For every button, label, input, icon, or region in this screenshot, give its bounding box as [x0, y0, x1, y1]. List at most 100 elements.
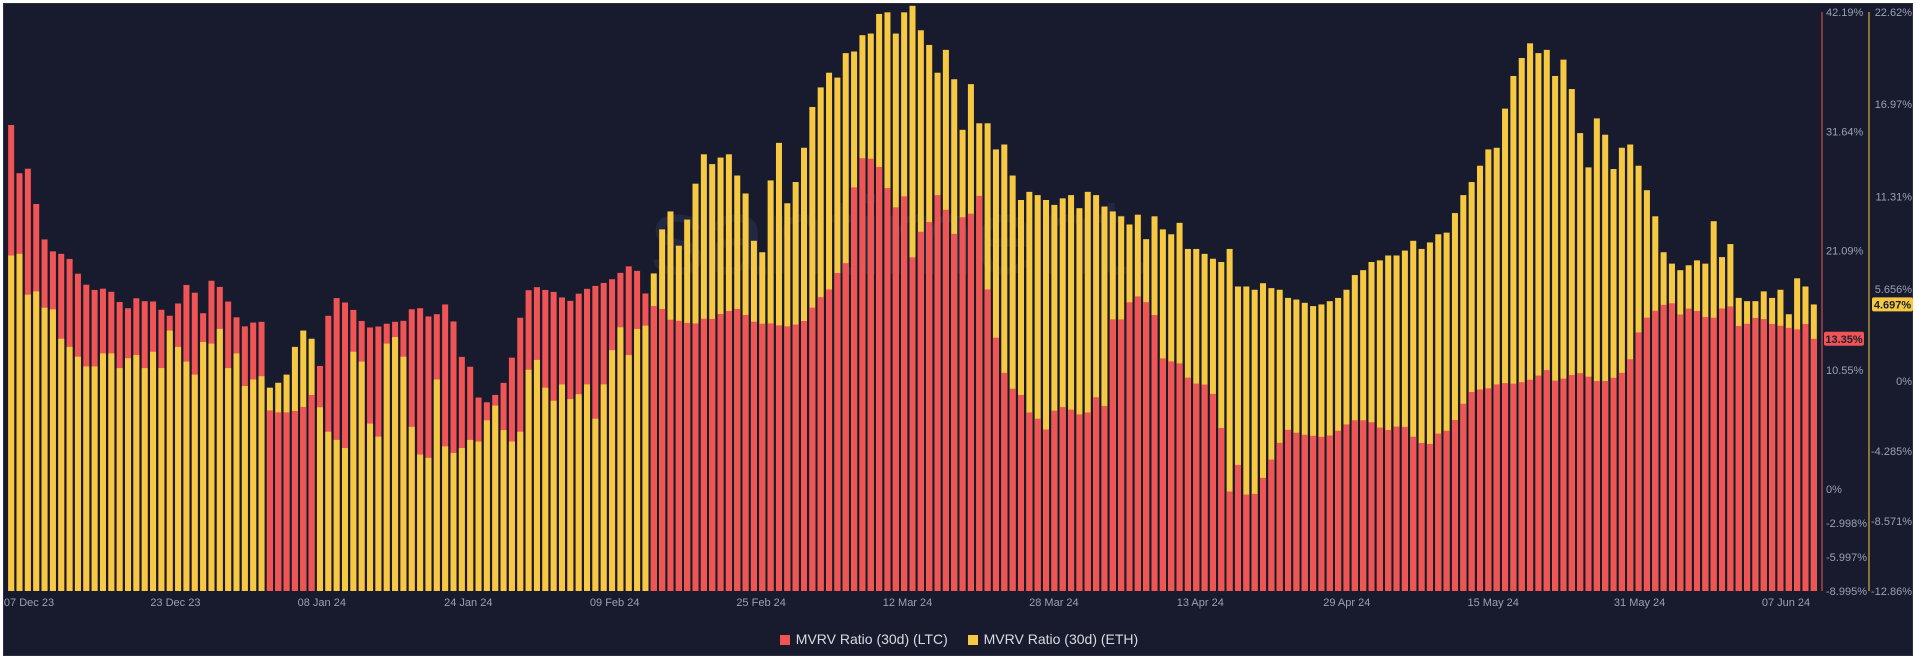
bar-ltc[interactable] [1218, 428, 1225, 591]
bar-ltc[interactable] [1184, 377, 1191, 591]
bar-eth[interactable] [1451, 213, 1458, 592]
bar-eth[interactable] [325, 431, 332, 591]
bar-eth[interactable] [41, 307, 48, 591]
bar-eth[interactable] [200, 341, 207, 591]
bar-eth[interactable] [1535, 53, 1542, 592]
bar-eth[interactable] [592, 418, 599, 591]
bar-ltc[interactable] [842, 263, 849, 591]
bar-ltc[interactable] [1735, 325, 1742, 591]
bar-ltc[interactable] [1560, 378, 1567, 591]
bar-ltc[interactable] [1610, 377, 1617, 591]
bar-eth[interactable] [341, 448, 348, 591]
bar-ltc[interactable] [1376, 427, 1383, 591]
bar-eth[interactable] [333, 439, 340, 591]
bar-eth[interactable] [1510, 75, 1517, 592]
bar-eth[interactable] [1593, 118, 1600, 592]
bar-ltc[interactable] [1293, 432, 1300, 591]
bar-eth[interactable] [625, 355, 632, 591]
bar-ltc[interactable] [1226, 491, 1233, 591]
bar-eth[interactable] [99, 353, 106, 591]
bar-eth[interactable] [600, 384, 607, 591]
bar-eth[interactable] [158, 368, 165, 591]
bar-ltc[interactable] [308, 394, 315, 591]
bar-eth[interactable] [1543, 49, 1550, 592]
bar-eth[interactable] [116, 368, 123, 591]
bar-ltc[interactable] [725, 311, 732, 591]
bar-ltc[interactable] [1727, 306, 1734, 591]
bar-ltc[interactable] [1318, 436, 1325, 591]
bar-eth[interactable] [233, 353, 240, 591]
bar-eth[interactable] [58, 338, 65, 591]
bar-eth[interactable] [567, 399, 574, 591]
bar-ltc[interactable] [826, 289, 833, 591]
bar-ltc[interactable] [767, 323, 774, 591]
bar-ltc[interactable] [300, 406, 307, 591]
bar-eth[interactable] [166, 330, 173, 591]
bar-eth[interactable] [642, 325, 649, 591]
bar-eth[interactable] [24, 294, 31, 591]
bar-ltc[interactable] [976, 195, 983, 591]
bar-eth[interactable] [517, 431, 524, 591]
bar-ltc[interactable] [1385, 429, 1392, 591]
bar-ltc[interactable] [1168, 361, 1175, 591]
bar-eth[interactable] [575, 394, 582, 591]
bar-ltc[interactable] [684, 322, 691, 591]
bar-eth[interactable] [525, 369, 532, 591]
bar-eth[interactable] [1026, 191, 1033, 591]
bar-ltc[interactable] [1410, 436, 1417, 591]
bar-ltc[interactable] [1260, 477, 1267, 591]
bar-ltc[interactable] [1251, 493, 1258, 591]
bar-ltc[interactable] [1326, 435, 1333, 591]
bar-eth[interactable] [1477, 165, 1484, 592]
bar-ltc[interactable] [1343, 424, 1350, 591]
bar-ltc[interactable] [1301, 434, 1308, 591]
bar-eth[interactable] [1426, 242, 1433, 591]
bar-eth[interactable] [609, 350, 616, 591]
bar-ltc[interactable] [1643, 317, 1650, 591]
bar-eth[interactable] [1485, 149, 1492, 591]
bar-ltc[interactable] [1234, 464, 1241, 591]
legend-item-eth[interactable]: MVRV Ratio (30d) (ETH) [967, 631, 1138, 647]
bar-eth[interactable] [433, 379, 440, 591]
bar-eth[interactable] [1468, 182, 1475, 592]
bar-ltc[interactable] [817, 297, 824, 591]
bar-ltc[interactable] [1076, 414, 1083, 591]
bar-ltc[interactable] [650, 306, 657, 591]
bar-ltc[interactable] [1810, 338, 1817, 591]
bar-ltc[interactable] [917, 231, 924, 591]
bar-ltc[interactable] [959, 217, 966, 591]
bar-ltc[interactable] [1535, 375, 1542, 591]
bar-ltc[interactable] [1794, 329, 1801, 591]
bar-eth[interactable] [1043, 200, 1050, 591]
bar-ltc[interactable] [1126, 302, 1133, 591]
bar-eth[interactable] [1226, 248, 1233, 591]
bar-ltc[interactable] [1209, 393, 1216, 591]
bar-eth[interactable] [216, 328, 223, 591]
bar-ltc[interactable] [1151, 315, 1158, 591]
bar-ltc[interactable] [700, 318, 707, 591]
bar-ltc[interactable] [1493, 384, 1500, 591]
bar-ltc[interactable] [1401, 426, 1408, 591]
bar-eth[interactable] [66, 346, 73, 591]
bar-ltc[interactable] [734, 308, 741, 591]
bar-eth[interactable] [367, 423, 374, 591]
bar-ltc[interactable] [1702, 317, 1709, 591]
bar-eth[interactable] [141, 368, 148, 591]
bar-eth[interactable] [1435, 234, 1442, 591]
bar-ltc[interactable] [1243, 494, 1250, 591]
bar-ltc[interactable] [341, 302, 348, 591]
bar-eth[interactable] [250, 379, 257, 591]
bar-ltc[interactable] [1585, 376, 1592, 591]
bar-eth[interactable] [392, 337, 399, 591]
bar-eth[interactable] [550, 400, 557, 591]
bar-eth[interactable] [1093, 195, 1100, 591]
bar-eth[interactable] [1493, 147, 1500, 591]
bar-eth[interactable] [1068, 195, 1075, 591]
bar-ltc[interactable] [867, 158, 874, 591]
bar-eth[interactable] [1618, 147, 1625, 591]
bar-eth[interactable] [33, 291, 40, 591]
bar-ltc[interactable] [1285, 429, 1292, 591]
bar-ltc[interactable] [834, 273, 841, 591]
bar-ltc[interactable] [1577, 373, 1584, 591]
bar-ltc[interactable] [1059, 407, 1066, 591]
